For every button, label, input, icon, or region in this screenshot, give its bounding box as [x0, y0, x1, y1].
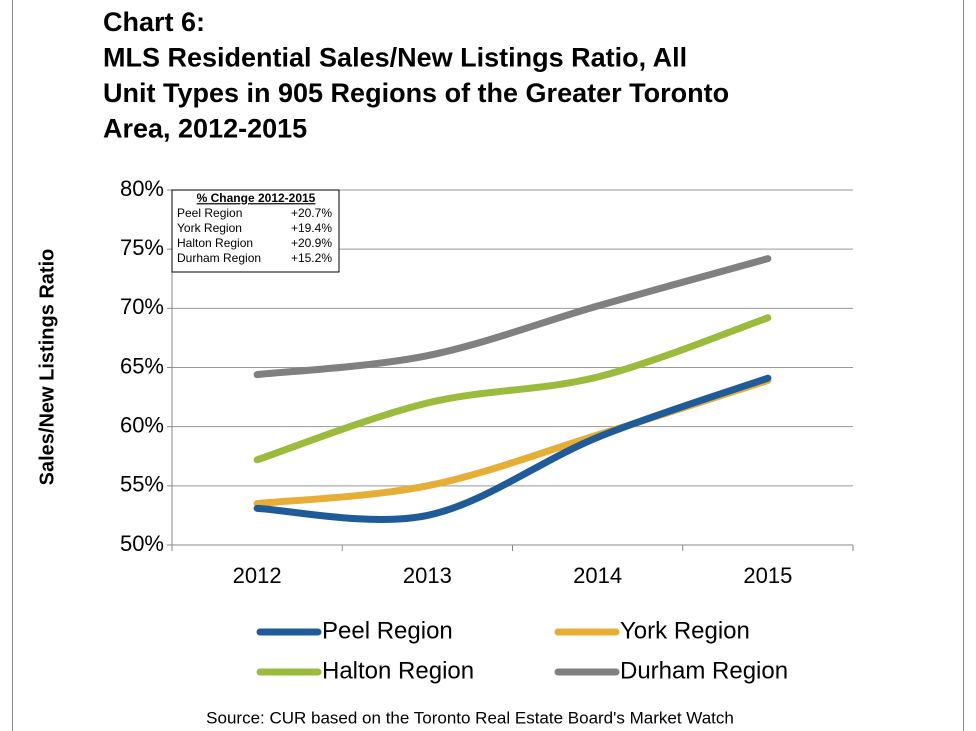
chart-title: Area, 2012-2015 [103, 114, 307, 144]
annotation-title: % Change 2012-2015 [197, 191, 316, 205]
y-axis-label: Sales/New Listings Ratio [36, 249, 58, 486]
source: Source: CUR based on the Toronto Real Es… [206, 708, 734, 727]
y-tick-label: 80% [120, 176, 164, 201]
legend-label: York Region [620, 617, 750, 644]
annotation-value: +19.4% [291, 221, 332, 235]
chart-title: Unit Types in 905 Regions of the Greater… [103, 78, 729, 108]
y-tick-label: 75% [120, 235, 164, 260]
x-tick-label: 2012 [233, 563, 282, 588]
annotation-name: York Region [177, 221, 242, 235]
x-tick-label: 2015 [743, 563, 792, 588]
legend-label: Halton Region [322, 657, 474, 684]
y-tick-label: 70% [120, 294, 164, 319]
y-tick-label: 60% [120, 412, 164, 437]
legend-label: Durham Region [620, 657, 788, 684]
annotation-name: Halton Region [177, 236, 253, 250]
y-tick-label: 65% [120, 353, 164, 378]
x-tick-label: 2013 [403, 563, 452, 588]
series-line [253, 255, 772, 379]
chart-frame [12, 0, 964, 731]
chart-title: Chart 6: [103, 7, 205, 37]
y-tick-label: 55% [120, 472, 164, 497]
annotation-name: Durham Region [177, 251, 261, 265]
series-line [253, 314, 772, 464]
annotation-name: Peel Region [177, 206, 242, 220]
y-tick-label: 50% [120, 531, 164, 556]
annotation-value: +20.9% [291, 236, 332, 250]
annotation-value: +20.7% [291, 206, 332, 220]
legend-label: Peel Region [322, 617, 453, 644]
chart-title: MLS Residential Sales/New Listings Ratio… [103, 43, 687, 73]
x-tick-label: 2014 [573, 563, 622, 588]
annotation-value: +15.2% [291, 251, 332, 265]
series-line [253, 374, 772, 523]
annotation-box [171, 189, 340, 273]
